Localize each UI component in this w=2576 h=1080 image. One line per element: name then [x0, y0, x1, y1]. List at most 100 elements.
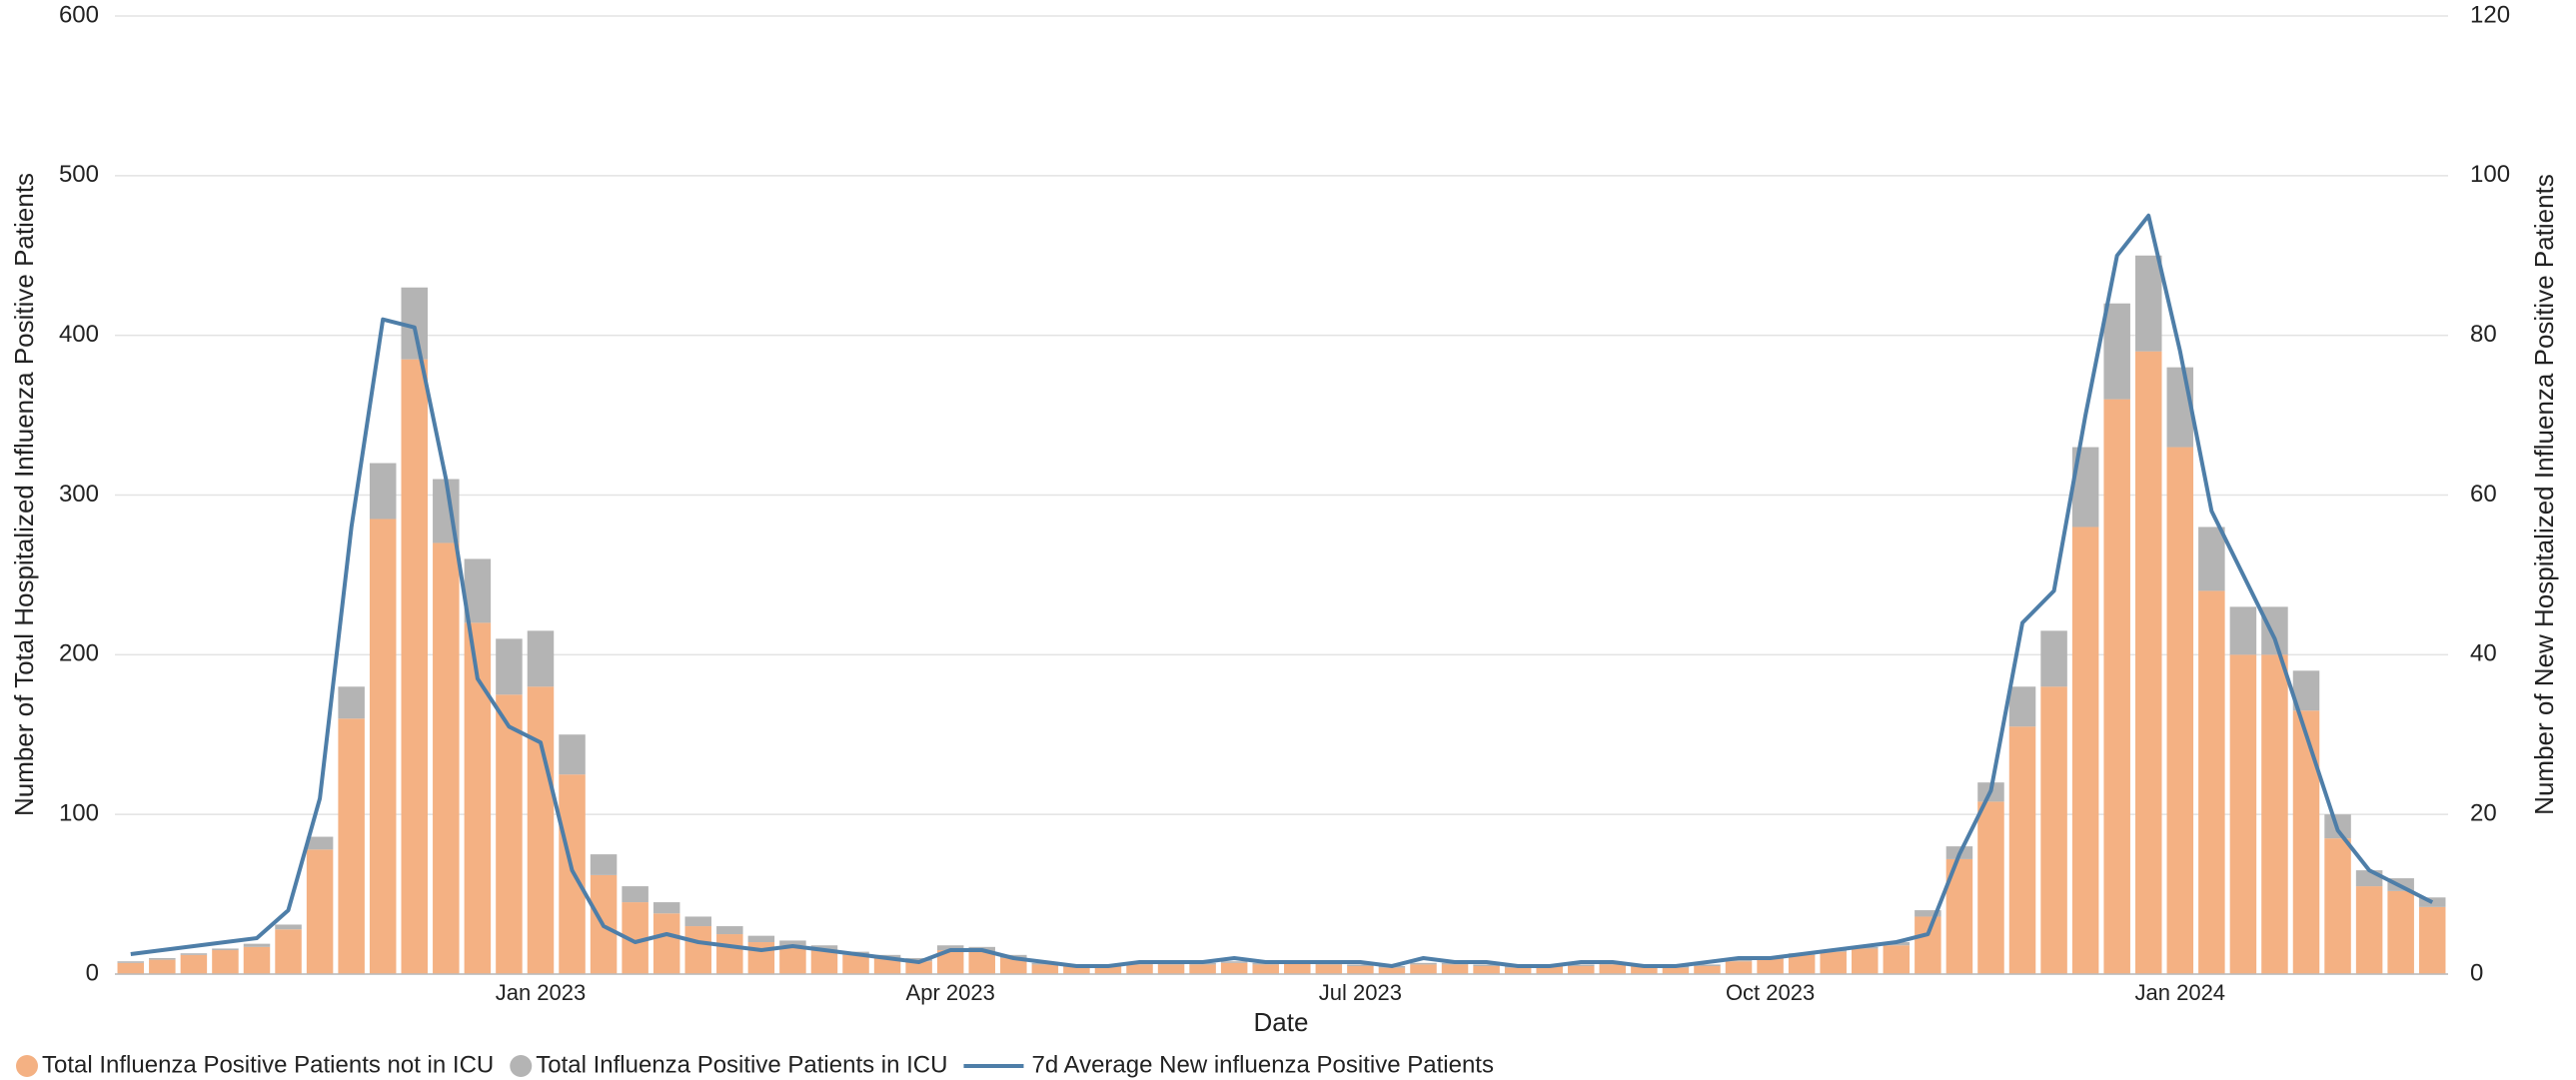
bar [1757, 958, 1784, 974]
bar [2134, 351, 2162, 974]
bar [1410, 964, 1437, 974]
bar [1378, 967, 1406, 974]
bar [338, 686, 365, 719]
y-axis-title: Number of Total Hospitalized Influenza P… [9, 173, 39, 816]
bar [496, 638, 523, 695]
bar [559, 734, 586, 775]
bar [1568, 966, 1595, 974]
line [130, 213, 2434, 968]
bar [1977, 801, 2004, 974]
bar [180, 953, 208, 955]
bar [1694, 966, 1721, 974]
bar [842, 954, 869, 974]
bar [2355, 886, 2383, 974]
bar [527, 686, 555, 974]
bar [1536, 966, 1563, 974]
bar [212, 950, 239, 974]
bar [2103, 303, 2130, 400]
bar [779, 940, 806, 946]
bar [275, 924, 302, 930]
bar [2229, 606, 2257, 655]
bar [1157, 964, 1185, 974]
bar [1473, 966, 1500, 974]
bar [369, 519, 397, 974]
bar [180, 954, 208, 974]
bar [747, 935, 775, 943]
bar [1063, 966, 1090, 974]
bar [810, 950, 838, 974]
bar [1410, 962, 1437, 965]
bar [1851, 948, 1879, 974]
bar [1347, 966, 1374, 974]
bar [1599, 964, 1627, 974]
bar [401, 359, 429, 974]
legend-swatch [16, 1055, 38, 1077]
bar [1788, 954, 1816, 974]
bar [2198, 527, 2225, 591]
bar [2198, 590, 2225, 974]
bar [1220, 962, 1248, 974]
legend-label: 7d Average New influenza Positive Patien… [1031, 1051, 1494, 1078]
bar [338, 718, 365, 974]
bar [369, 463, 397, 520]
bar [243, 946, 271, 974]
bar [2292, 710, 2320, 974]
bar [2040, 686, 2067, 974]
bar [433, 542, 460, 974]
bar [149, 958, 176, 960]
bar [1189, 964, 1216, 974]
bar [1000, 958, 1027, 974]
bar [275, 929, 302, 974]
bar [2008, 726, 2036, 974]
y2-tick-label: 20 [2470, 800, 2497, 827]
bar [1725, 959, 1753, 962]
bar [149, 959, 176, 974]
bar [2229, 654, 2257, 974]
bar [968, 951, 995, 974]
bar [1820, 951, 1847, 974]
bar [117, 962, 145, 974]
bar [212, 948, 239, 951]
bar [2008, 686, 2036, 727]
bar [1915, 910, 1941, 917]
bar [306, 836, 334, 850]
bar [1252, 964, 1279, 974]
bar [1441, 964, 1469, 974]
bar [652, 913, 680, 974]
x-tick-label: Jan 2024 [2135, 980, 2226, 1005]
bar [716, 934, 743, 974]
bar [905, 961, 932, 974]
bar [1694, 964, 1721, 967]
y-tick-label: 200 [59, 640, 99, 667]
bar [527, 630, 555, 687]
bar [873, 958, 901, 974]
y2-tick-label: 60 [2470, 481, 2497, 508]
bar [496, 694, 523, 974]
bar [684, 926, 712, 974]
bar [1473, 964, 1500, 967]
bar [2261, 606, 2288, 655]
bar [306, 849, 334, 974]
bar [1031, 964, 1059, 974]
bar [590, 854, 618, 875]
bar [2103, 399, 2130, 975]
y-tick-label: 300 [59, 481, 99, 508]
bar [622, 886, 648, 903]
y-tick-label: 600 [59, 1, 99, 28]
bar [1568, 964, 1595, 967]
bar [1725, 961, 1753, 974]
bar [1094, 966, 1122, 974]
bar [2071, 527, 2099, 974]
x-axis-title: Date [1254, 1007, 1309, 1037]
bar [1883, 945, 1911, 974]
bar [2355, 870, 2383, 887]
x-tick-label: Oct 2023 [1726, 980, 1815, 1005]
y-tick-label: 100 [59, 800, 99, 827]
bar [936, 950, 964, 974]
bar [652, 902, 680, 914]
bar [1662, 967, 1690, 974]
y-tick-label: 0 [86, 959, 99, 986]
bar [1126, 964, 1153, 974]
bar [2418, 906, 2446, 974]
bar [684, 916, 712, 927]
